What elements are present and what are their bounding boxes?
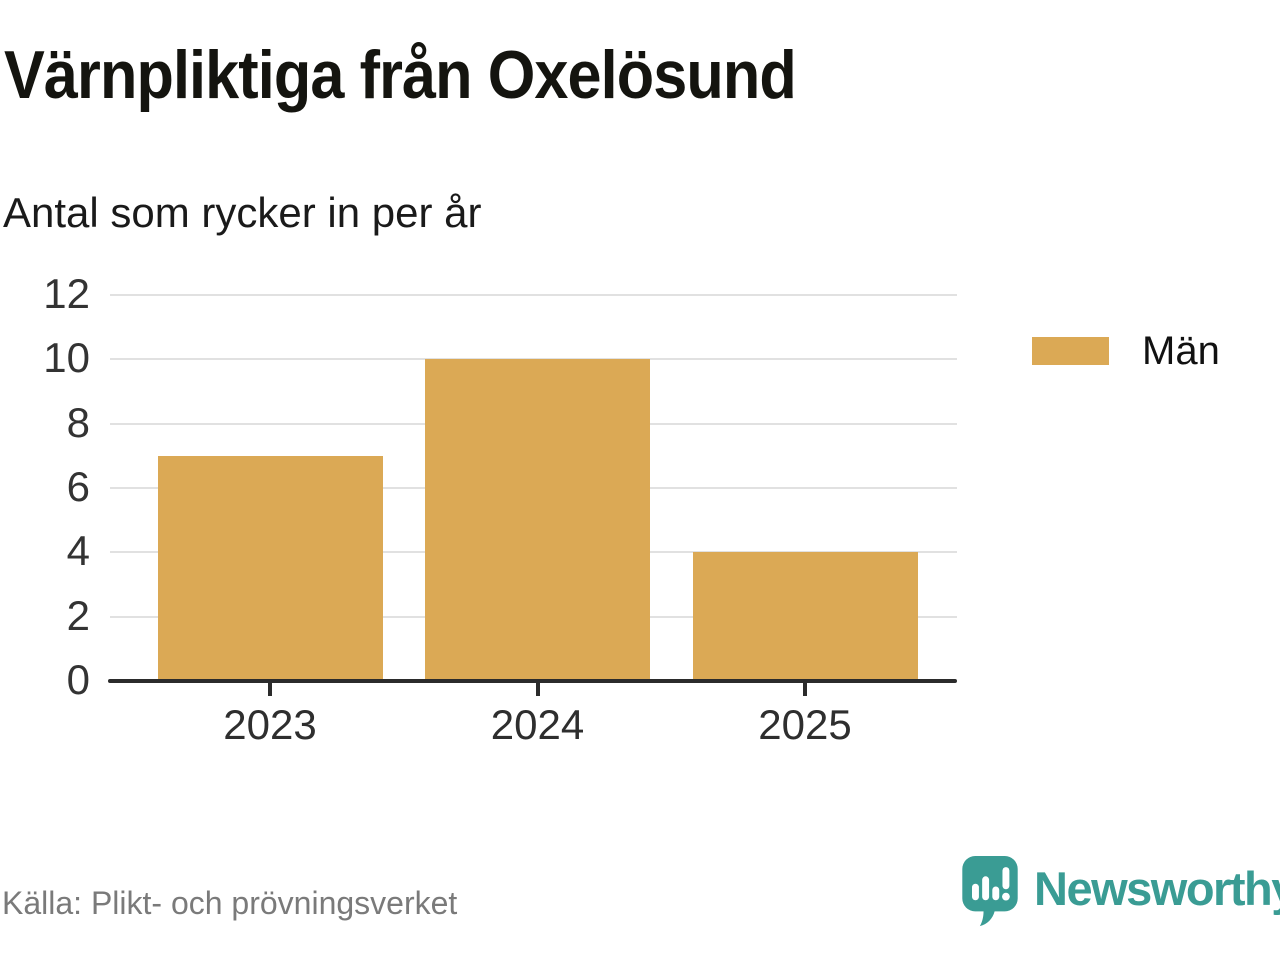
x-axis-tick [803, 683, 807, 696]
x-axis-tick [535, 683, 540, 696]
chart-legend: Män [1032, 331, 1220, 371]
x-axis-line [108, 679, 957, 683]
x-axis-tick [268, 683, 272, 696]
legend-swatch [1032, 337, 1109, 365]
y-axis-label: 8 [66, 398, 90, 446]
y-axis-label: 0 [66, 656, 90, 704]
y-axis-label: 2 [66, 591, 90, 639]
gridline [110, 294, 957, 296]
chart-subtitle: Antal som rycker in per år [3, 189, 482, 236]
x-axis-label: 2024 [490, 701, 585, 748]
chart-title: Värnpliktiga från Oxelösund [4, 37, 797, 113]
y-axis-label: 12 [43, 270, 90, 318]
newsworthy-logo: Newsworthy [962, 856, 1280, 928]
newsworthy-wordmark: Newsworthy [1034, 861, 1280, 915]
y-axis-label: 4 [66, 527, 90, 575]
y-axis-label: 6 [66, 463, 90, 511]
bar [692, 552, 918, 681]
bar [425, 359, 650, 681]
newsworthy-bubble-icon [962, 856, 1018, 927]
y-axis-label: 10 [43, 334, 90, 382]
x-axis-label: 2023 [223, 701, 317, 748]
bar [157, 455, 383, 681]
x-axis-label: 2025 [758, 701, 852, 748]
legend-label: Män [1142, 329, 1220, 373]
source-text: Källa: Plikt- och prövningsverket [2, 885, 458, 921]
